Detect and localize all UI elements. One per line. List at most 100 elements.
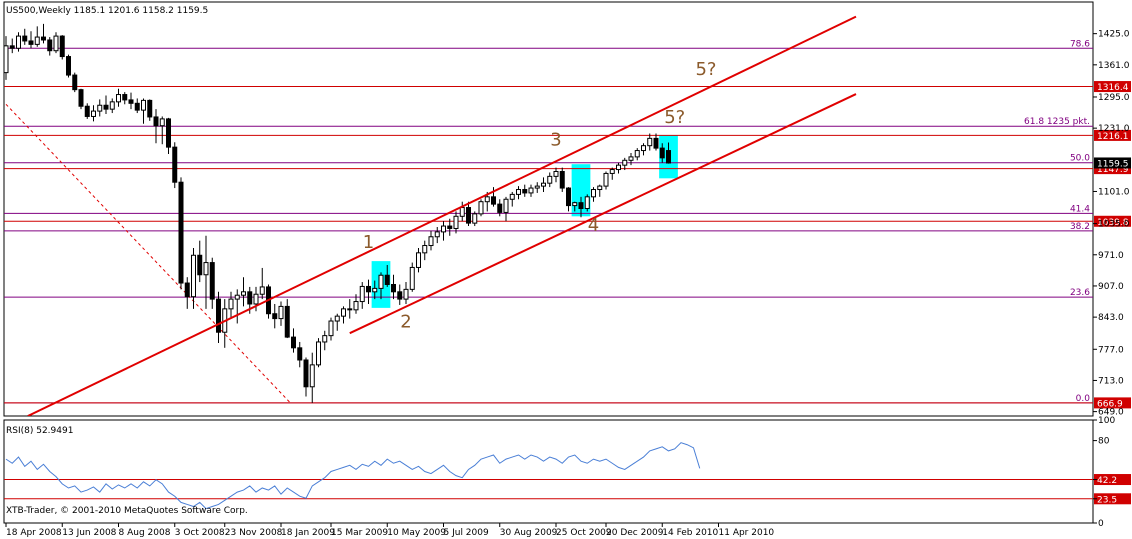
candle-body: [216, 298, 221, 333]
candle-body: [322, 335, 328, 343]
candle-body: [559, 170, 565, 189]
candle: [359, 282, 365, 309]
level-tag-6: 1147.9: [1097, 165, 1129, 175]
candle: [303, 357, 309, 397]
dotted-trend-line: [5, 103, 291, 404]
candle-body: [28, 40, 34, 45]
candle-body: [178, 181, 184, 284]
candle-body: [659, 147, 665, 159]
candle: [41, 23, 46, 44]
candle-body: [59, 35, 65, 58]
candle: [147, 99, 153, 121]
candle-body: [291, 336, 296, 349]
candle-body: [47, 39, 53, 52]
candle-body: [528, 187, 534, 194]
candle-body: [103, 104, 109, 110]
candle-body: [503, 198, 509, 213]
rsi-tick-label: 0: [1098, 519, 1104, 529]
candle-body: [391, 283, 396, 293]
price-tick-label: 713.0: [1098, 376, 1124, 386]
x-tick-label: 5 Jul 2009: [444, 528, 489, 538]
candle-body: [91, 110, 96, 117]
level-tag-bg-4: [1094, 129, 1131, 141]
level-tag-bg-8: [1094, 215, 1131, 227]
candle-body: [409, 266, 415, 290]
rsi-title: RSI(8) 52.9491: [6, 426, 73, 436]
candle: [559, 167, 565, 192]
candle-body: [253, 293, 259, 305]
price-tick-label: 1101.0: [1098, 187, 1130, 197]
candle-body: [278, 305, 284, 320]
candle: [428, 230, 434, 251]
candle-body: [578, 202, 584, 210]
x-tick-label: 25 Oct 2009: [556, 528, 612, 538]
candle-body: [634, 150, 640, 158]
candle: [572, 201, 578, 212]
candle: [166, 117, 171, 154]
candle-body: [628, 156, 634, 161]
rsi-line: [5, 442, 701, 510]
level-tag-2: 1316.4: [1097, 83, 1129, 93]
candle-body: [234, 294, 240, 300]
candle-body: [422, 245, 428, 254]
candle-body: [597, 185, 603, 191]
candle-body: [603, 172, 609, 187]
candle-body: [147, 99, 153, 118]
candle: [128, 92, 134, 110]
candle: [591, 187, 596, 202]
candle: [666, 142, 671, 164]
candle: [378, 272, 384, 300]
candle-body: [566, 187, 571, 207]
candle: [134, 98, 140, 114]
candle-body: [4, 45, 9, 74]
candle-body: [153, 116, 159, 127]
channel-line-1: [27, 15, 857, 416]
candle-body: [328, 320, 334, 337]
rsi-tick-label: 100: [1098, 416, 1115, 426]
candle: [459, 201, 465, 222]
price-tick-label: 1231.0: [1098, 124, 1130, 134]
candle-body: [209, 262, 215, 300]
candle-body: [522, 189, 528, 194]
wave-label-4: 4: [588, 215, 599, 236]
candle: [197, 240, 203, 283]
price-panel: 78.6 1316.4 61.8 1235 pkt. 1216.1 50.0 1147.9…: [3, 1, 1131, 418]
candle-body: [97, 104, 103, 112]
candle-body: [547, 175, 553, 184]
candle: [534, 182, 540, 193]
candle-body: [84, 105, 90, 117]
candle-body: [416, 252, 421, 268]
candle: [109, 98, 115, 114]
candle: [141, 98, 146, 124]
candle-body: [647, 137, 653, 147]
candle: [397, 284, 403, 305]
fib-label-9: 38.2: [1070, 222, 1090, 232]
candle-body: [484, 196, 490, 203]
candle: [603, 171, 609, 190]
candle: [291, 328, 296, 353]
candle: [409, 262, 415, 292]
candle-body: [116, 94, 121, 103]
candle: [353, 294, 359, 314]
candle-body: [353, 301, 359, 311]
candle-body: [491, 196, 496, 205]
price-tick-label: 1295.0: [1098, 93, 1130, 103]
candle: [241, 277, 246, 307]
candle: [28, 31, 34, 49]
x-tick-label: 8 Aug 2008: [119, 528, 171, 538]
candle: [372, 280, 378, 300]
x-tick-label: 13 Jun 2008: [62, 528, 116, 538]
candle: [597, 184, 603, 197]
candle: [584, 194, 590, 212]
candle: [47, 37, 53, 56]
candle-body: [397, 291, 403, 300]
candle: [347, 299, 353, 319]
candle-body: [453, 215, 459, 229]
rsi-panel: 42.2 23.5 100 80 0: [3, 416, 1131, 529]
candle: [366, 279, 371, 304]
candle-body: [128, 99, 134, 104]
candle: [522, 184, 528, 197]
candle: [453, 211, 459, 234]
candle-body: [447, 225, 453, 229]
candle-body: [641, 145, 646, 152]
